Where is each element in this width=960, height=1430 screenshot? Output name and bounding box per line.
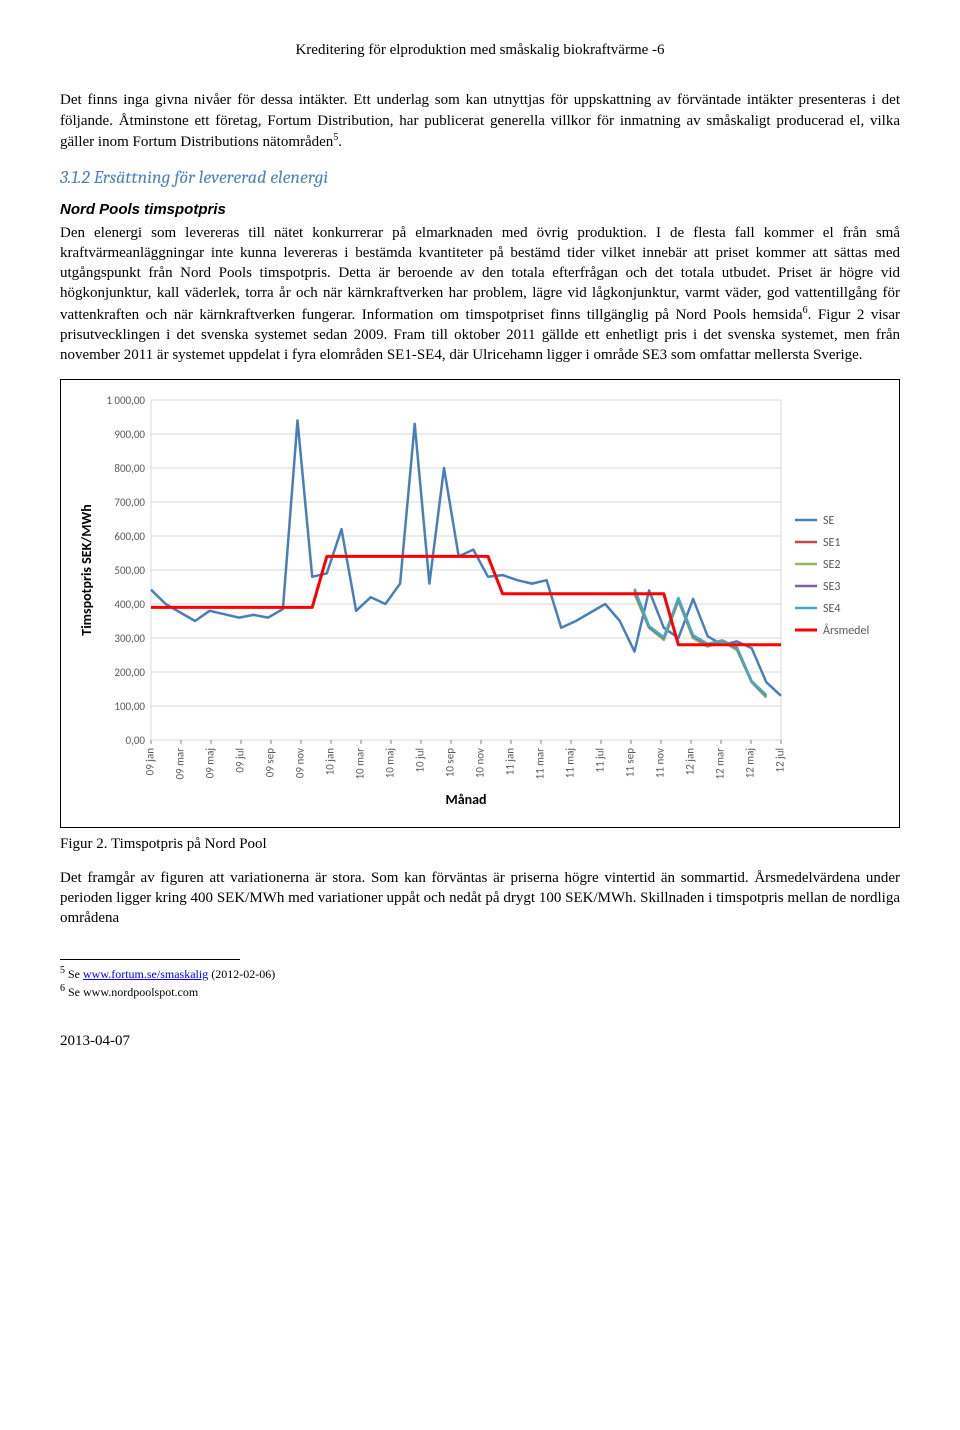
- svg-text:11 sep: 11 sep: [624, 748, 637, 777]
- svg-text:11 maj: 11 maj: [564, 748, 577, 779]
- svg-text:SE4: SE4: [823, 602, 840, 616]
- svg-text:700,00: 700,00: [114, 496, 145, 509]
- svg-text:SE: SE: [823, 514, 835, 528]
- paragraph-1: Det finns inga givna nivåer för dessa in…: [60, 90, 900, 152]
- svg-text:12 jul: 12 jul: [774, 748, 787, 773]
- svg-text:800,00: 800,00: [114, 462, 145, 475]
- svg-text:SE2: SE2: [823, 558, 840, 572]
- svg-text:600,00: 600,00: [114, 530, 145, 543]
- footnote-5: 5 Se www.fortum.se/smaskalig (2012-02-06…: [60, 964, 900, 983]
- svg-text:11 jan: 11 jan: [504, 748, 517, 776]
- page-header: Kreditering för elproduktion med småskal…: [60, 40, 900, 60]
- svg-text:Timspotpris SEK/MWh: Timspotpris SEK/MWh: [78, 505, 95, 636]
- svg-text:SE1: SE1: [823, 536, 840, 550]
- svg-text:10 jan: 10 jan: [324, 748, 337, 776]
- footnote-5-link[interactable]: www.fortum.se/smaskalig: [83, 967, 208, 981]
- footnote-5-a: Se: [65, 967, 83, 981]
- svg-text:10 jul: 10 jul: [414, 748, 427, 773]
- para1-text: Det finns inga givna nivåer för dessa in…: [60, 92, 900, 150]
- figure-caption: Figur 2. Timspotpris på Nord Pool: [60, 834, 900, 854]
- footnote-6-text: Se www.nordpoolspot.com: [65, 985, 198, 999]
- svg-text:1 000,00: 1 000,00: [106, 394, 145, 407]
- svg-text:0,00: 0,00: [126, 734, 146, 747]
- svg-text:SE3: SE3: [823, 580, 840, 594]
- svg-text:10 nov: 10 nov: [474, 748, 487, 778]
- svg-text:12 jan: 12 jan: [684, 748, 697, 776]
- svg-text:11 nov: 11 nov: [654, 748, 667, 778]
- page-date: 2013-04-07: [60, 1031, 900, 1051]
- svg-text:10 sep: 10 sep: [444, 748, 457, 777]
- para1-tail: .: [338, 134, 342, 150]
- footnote-6: 6 Se www.nordpoolspot.com: [60, 982, 900, 1001]
- svg-text:900,00: 900,00: [114, 428, 145, 441]
- svg-text:10 maj: 10 maj: [384, 748, 397, 779]
- timspotpris-chart: 0,00 100,00 200,00 300,00 400,00 500,00 600,00…: [71, 390, 891, 810]
- svg-text:09 nov: 09 nov: [294, 748, 307, 778]
- svg-text:Månad: Månad: [445, 791, 486, 808]
- section-heading: 3.1.2 Ersättning för levererad elenergi: [60, 166, 900, 190]
- svg-text:11 mar: 11 mar: [534, 748, 547, 780]
- svg-text:12 mar: 12 mar: [714, 748, 727, 780]
- svg-text:12 maj: 12 maj: [744, 748, 757, 779]
- svg-text:09 sep: 09 sep: [264, 748, 277, 777]
- svg-text:100,00: 100,00: [114, 700, 145, 713]
- svg-text:11 jul: 11 jul: [594, 748, 607, 773]
- svg-text:500,00: 500,00: [114, 564, 145, 577]
- paragraph-2: Den elenergi som levereras till nätet ko…: [60, 223, 900, 366]
- svg-text:09 jul: 09 jul: [234, 748, 247, 773]
- para2-text-a: Den elenergi som levereras till nätet ko…: [60, 225, 900, 323]
- svg-text:Årsmedel: Årsmedel: [823, 623, 869, 638]
- svg-text:200,00: 200,00: [114, 666, 145, 679]
- svg-text:09 maj: 09 maj: [204, 748, 217, 779]
- chart-container: 0,00 100,00 200,00 300,00 400,00 500,00 600,00…: [60, 379, 900, 827]
- footnote-5-b: (2012-02-06): [208, 967, 275, 981]
- footnote-rule: [60, 959, 240, 960]
- paragraph-3: Det framgår av figuren att variationerna…: [60, 868, 900, 929]
- svg-text:300,00: 300,00: [114, 632, 145, 645]
- svg-text:09 mar: 09 mar: [174, 748, 187, 780]
- svg-text:400,00: 400,00: [114, 598, 145, 611]
- svg-text:09 jan: 09 jan: [144, 748, 157, 776]
- subsection-heading: Nord Pools timspotpris: [60, 200, 900, 220]
- svg-text:10 mar: 10 mar: [354, 748, 367, 780]
